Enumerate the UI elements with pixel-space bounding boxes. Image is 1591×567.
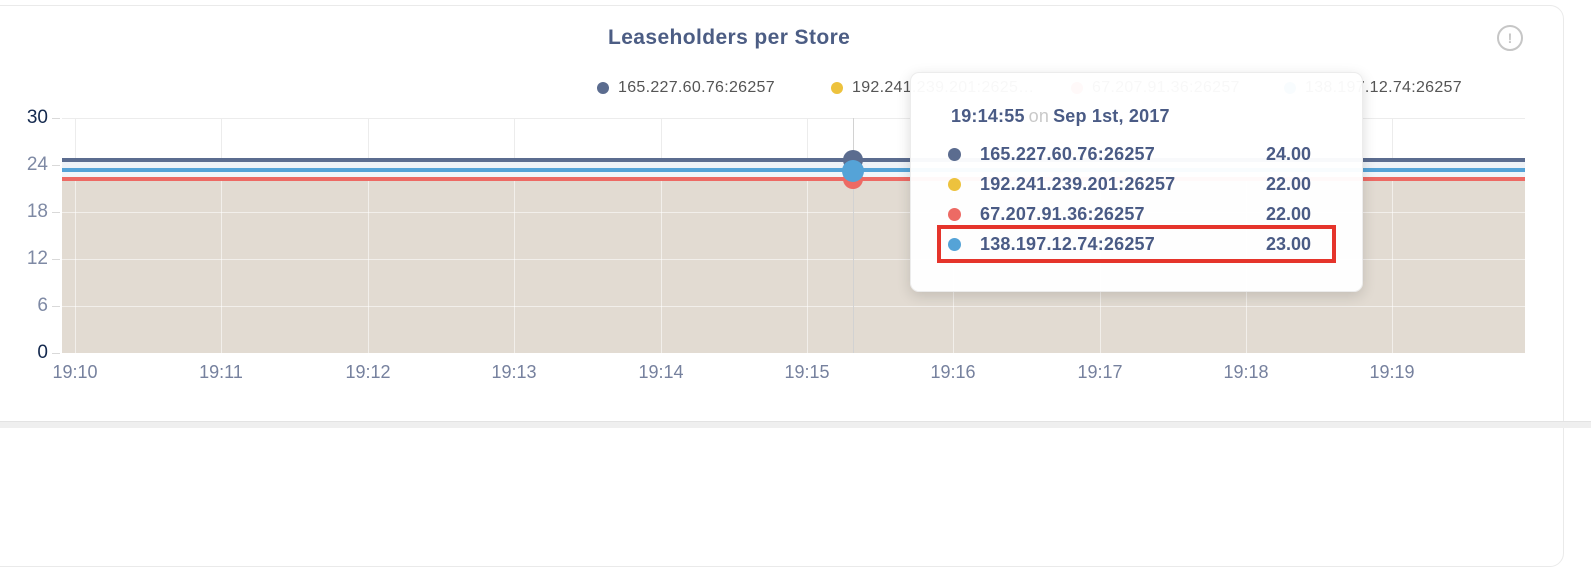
alert-circle-icon[interactable]: !	[1497, 25, 1523, 51]
y-tick-label: 12	[26, 248, 48, 269]
x-tick-label: 19:10	[52, 362, 98, 382]
exclamation-glyph: !	[1507, 30, 1513, 46]
tooltip-row: 165.227.60.76:26257 24.00	[941, 139, 1332, 169]
tooltip-series-name: 165.227.60.76:26257	[980, 143, 1155, 164]
tooltip-series-name: 138.197.12.74:26257	[980, 233, 1155, 254]
tooltip-time: 19:14:55	[951, 106, 1025, 126]
hover-point-138-197-12-74	[842, 160, 864, 182]
chart-title: Leaseholders per Store	[608, 26, 851, 49]
x-tick-label: 19:17	[1077, 362, 1123, 382]
y-tick-label: 30	[26, 107, 48, 128]
y-tick-label: 18	[26, 201, 48, 222]
tooltip-row: 67.207.91.36:26257 22.00	[941, 199, 1332, 229]
page-background-edge	[0, 421, 1591, 428]
series-dot-icon	[948, 207, 961, 221]
tooltip-conjunction: on	[1028, 106, 1050, 126]
series-dot-icon	[948, 177, 961, 191]
tooltip-rows: 165.227.60.76:26257 24.00 192.241.239.20…	[937, 139, 1336, 263]
x-tick-label: 19:14	[638, 362, 684, 382]
tooltip-series-name: 67.207.91.36:26257	[980, 203, 1145, 224]
tooltip-series-name: 192.241.239.201:26257	[980, 173, 1176, 194]
tooltip-series-value: 24.00	[1265, 143, 1311, 164]
x-tick-label: 19:15	[784, 362, 830, 382]
series-line-138-197-12-74	[62, 168, 1525, 172]
legend-dot-icon	[831, 82, 843, 94]
series-band	[62, 172, 1525, 177]
tooltip-series-value: 22.00	[1265, 203, 1311, 224]
tooltip-row-highlighted: 138.197.12.74:26257 23.00	[937, 225, 1336, 263]
x-tick-label: 19:13	[491, 362, 537, 382]
x-tick-label: 19:12	[345, 362, 391, 382]
series-line-67-207-91-36	[62, 177, 1525, 181]
legend-label: 165.227.60.76:26257	[618, 79, 775, 96]
hover-guideline	[853, 118, 854, 353]
x-tick-label: 19:19	[1369, 362, 1415, 382]
series-dot-icon	[948, 237, 961, 251]
y-tick-label: 24	[26, 154, 48, 175]
tooltip-row: 192.241.239.201:26257 22.00	[941, 169, 1332, 199]
y-axis-tick	[52, 165, 60, 166]
y-axis-tick	[52, 353, 60, 354]
x-tick-label: 19:16	[930, 362, 976, 382]
y-axis-tick	[52, 212, 60, 213]
x-tick-label: 19:11	[199, 362, 243, 382]
series-dot-icon	[948, 147, 961, 161]
y-axis-tick	[52, 118, 60, 119]
series-line-165-227-60-76	[62, 158, 1525, 162]
y-axis-tick	[52, 259, 60, 260]
legend-item-1[interactable]: 165.227.60.76:26257	[597, 79, 775, 96]
y-tick-label: 6	[37, 295, 48, 316]
y-axis-tick	[52, 306, 60, 307]
tooltip-date: Sep 1st, 2017	[1053, 106, 1170, 126]
tooltip-series-value: 23.00	[1265, 233, 1311, 254]
tooltip-series-value: 22.00	[1265, 173, 1311, 194]
tooltip-timestamp: 19:14:55 on Sep 1st, 2017	[911, 106, 1362, 127]
y-tick-label: 0	[37, 342, 48, 363]
series-band	[62, 162, 1525, 168]
x-tick-label: 19:18	[1223, 362, 1269, 382]
chart-tooltip: 19:14:55 on Sep 1st, 2017 165.227.60.76:26…	[910, 72, 1363, 292]
legend-dot-icon	[597, 82, 609, 94]
